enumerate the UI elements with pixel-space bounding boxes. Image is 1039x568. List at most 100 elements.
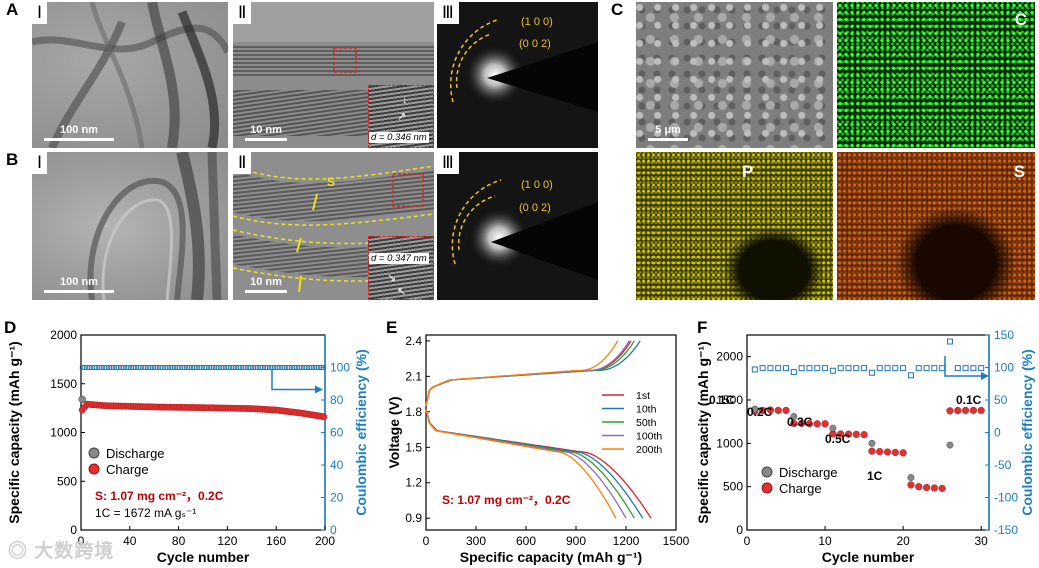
- chart-f: 0 10 20 30 0 500 1000 1500 2000 -150 -100 -50 0 50 100…: [697, 328, 1035, 565]
- diffraction-pattern-b3: (1 0 0) (0 0 2): [451, 179, 598, 280]
- ce-point-d: [123, 365, 129, 370]
- charge-point-f: [915, 483, 923, 491]
- ce-point-d: [255, 365, 261, 370]
- legend-marker-charge-f: [761, 482, 773, 494]
- ce-point-d: [118, 365, 124, 370]
- diffraction-label-002-b: (0 0 2): [519, 202, 551, 214]
- ce-point-d: [289, 365, 295, 370]
- ce-point-d: [194, 365, 200, 370]
- inset-zoom-a2: ↓ ↗ d = 0.346 nm: [368, 85, 434, 148]
- ce-point-f: [798, 365, 805, 372]
- legend-label-200th: 200th: [636, 444, 662, 456]
- ce-point-d: [282, 365, 288, 370]
- arrow-icon: ↘: [387, 272, 397, 284]
- panel-label-a: A: [6, 0, 19, 19]
- scalebar-a2: 10 nm: [245, 124, 287, 141]
- ce-point-d: [233, 365, 239, 370]
- ce-point-d: [292, 365, 297, 370]
- roman-label-a3: Ⅲ: [437, 2, 459, 24]
- element-label-s: S: [1013, 162, 1025, 181]
- x-tick-label-f: 20: [896, 534, 910, 548]
- discharge-point-f: [907, 474, 915, 482]
- ce-point-f: [845, 365, 852, 372]
- charge-point-f: [946, 407, 954, 415]
- scalebar-text-a2: 10 nm: [250, 124, 282, 136]
- panel-label-f: F: [697, 318, 708, 337]
- charge-point-f: [852, 430, 860, 438]
- ce-point-d: [250, 365, 256, 370]
- watermark-text: 大数跨境: [34, 541, 115, 562]
- ce-arrowhead-d: [315, 385, 323, 394]
- d-spacing-b: d = 0.347 nm: [369, 253, 429, 264]
- ce-point-d: [128, 365, 134, 370]
- charge-point-f: [805, 419, 814, 428]
- charge-point-f: [860, 431, 868, 439]
- ce-point-d: [245, 365, 251, 370]
- ce-point-f: [829, 367, 836, 374]
- x-tick-label-d: 160: [266, 534, 286, 548]
- ce-point-d: [209, 365, 214, 370]
- ce-point-d: [121, 365, 127, 370]
- charge-point-f: [821, 420, 829, 428]
- ce-point-f: [978, 365, 985, 372]
- diffraction-pattern-a3: (1 0 0) (0 0 2): [450, 16, 598, 112]
- discharge-point-f: [868, 439, 876, 447]
- saed-image-a3: (1 0 0) (0 0 2) Ⅲ: [437, 2, 598, 148]
- ce-point-d: [304, 365, 310, 370]
- ce-point-d: [140, 365, 146, 370]
- ce-point-d: [111, 365, 117, 370]
- legend-marker-discharge-f: [761, 466, 773, 478]
- ce-point-d: [179, 365, 185, 370]
- discharge-point-f: [829, 424, 837, 432]
- y2-tick-label-d: 20: [330, 491, 344, 505]
- ce-point-f: [923, 365, 930, 372]
- x-tick-label-d: 120: [217, 534, 237, 548]
- ce-point-d: [218, 365, 224, 370]
- ce-point-f: [884, 365, 891, 372]
- y2-axis-title-f: Coulombic efficiency (%): [1019, 349, 1035, 515]
- annotation-loading-e: S: 1.07 mg cm⁻²，0.2C: [442, 493, 571, 507]
- ce-point-d: [162, 365, 168, 370]
- y-tick-label-d: 0: [70, 523, 77, 537]
- ce-point-d: [113, 365, 119, 370]
- ce-point-d: [101, 365, 107, 370]
- x-tick-label-e: 600: [516, 534, 536, 548]
- ce-point-f: [868, 369, 875, 376]
- ce-point-d: [150, 365, 156, 370]
- ce-point-d: [216, 365, 222, 370]
- legend-label-100th: 100th: [636, 431, 662, 443]
- charge-point-f: [876, 447, 884, 456]
- ce-point-f: [970, 365, 977, 372]
- x-tick-label-d: 40: [123, 534, 137, 548]
- charge-point-f: [954, 406, 962, 415]
- x-tick-label-e: 1500: [663, 534, 690, 548]
- charge-point-f: [813, 420, 821, 428]
- ce-point-d: [145, 365, 151, 370]
- charge-point-f: [883, 448, 892, 456]
- discharge-point-f: [790, 413, 798, 420]
- legend-label-charge-d: Charge: [106, 462, 149, 477]
- charge-point-f: [922, 483, 931, 492]
- y-axis-title-d: Specific capacity (mAh g⁻¹): [6, 341, 22, 523]
- diffraction-label-002-a: (0 0 2): [519, 38, 551, 50]
- ce-point-d: [231, 365, 236, 370]
- ce-point-d: [321, 365, 327, 370]
- y-tick-label-f: 0: [736, 523, 743, 537]
- ce-point-d: [240, 365, 246, 370]
- ce-point-f: [915, 365, 922, 372]
- y2-tick-label-f: 0: [994, 426, 1001, 440]
- ce-point-d: [189, 365, 195, 370]
- ce-point-d: [299, 365, 305, 370]
- y2-tick-label-d: 40: [330, 458, 344, 472]
- ce-point-d: [79, 365, 85, 370]
- ce-point-f: [861, 365, 868, 372]
- y-tick-label-f: 1000: [716, 436, 743, 450]
- scalebar-text-a1: 100 nm: [60, 124, 98, 136]
- charge-point-f: [774, 406, 782, 415]
- x-tick-label-e: 0: [423, 534, 430, 548]
- ce-point-d: [314, 365, 319, 370]
- watermark-icon: ◎: [8, 541, 29, 562]
- ce-point-d: [177, 365, 183, 370]
- ce-point-d: [99, 365, 105, 370]
- legend-label-discharge-f: Discharge: [779, 465, 838, 480]
